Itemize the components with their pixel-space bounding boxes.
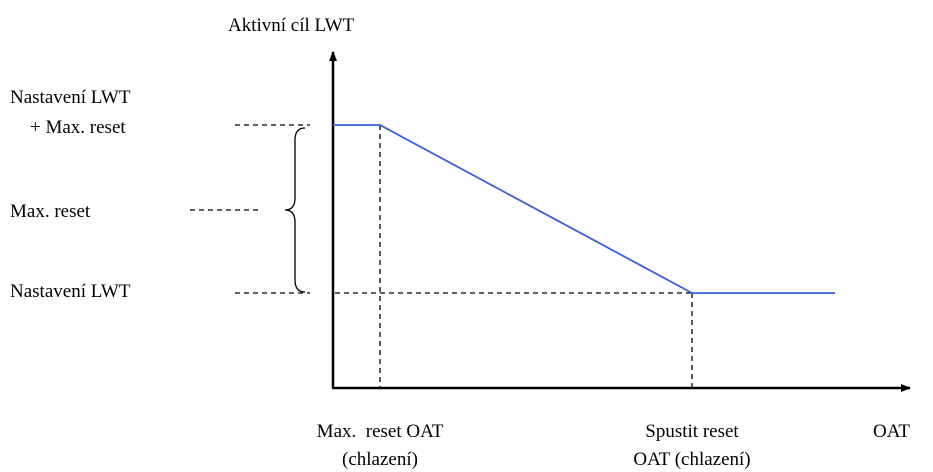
y-label: Nastavení LWT bbox=[10, 87, 131, 108]
x-label: OAT (chlazení) bbox=[633, 449, 750, 470]
x-axis-title: OAT bbox=[873, 421, 910, 442]
y-label: Nastavení LWT bbox=[10, 281, 131, 302]
x-label: (chlazení) bbox=[342, 449, 418, 470]
y-axis-title: Aktivní cíl LWT bbox=[228, 15, 355, 36]
y-label: + Max. reset bbox=[30, 117, 126, 138]
reset-curve bbox=[333, 124, 835, 294]
y-label: Max. reset bbox=[10, 201, 91, 222]
x-label: Max. reset OAT bbox=[317, 421, 444, 442]
x-label: Spustit reset bbox=[645, 421, 739, 442]
brace bbox=[284, 127, 306, 293]
